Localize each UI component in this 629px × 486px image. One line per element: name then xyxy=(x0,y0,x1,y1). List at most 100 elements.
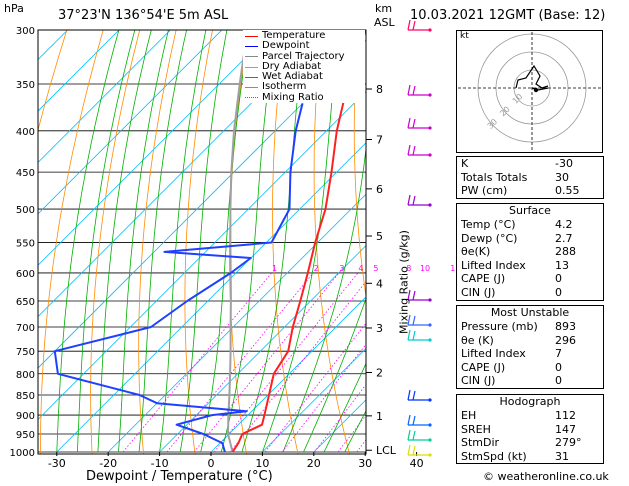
legend-label: Mixing Ratio xyxy=(262,91,324,103)
pressure-tick-label: 650 xyxy=(16,297,35,308)
wind-barb xyxy=(407,84,432,97)
wet-adiabat-line xyxy=(323,362,366,453)
mixing-ratio-tick-label: 15 xyxy=(450,264,460,273)
legend-item: Dry Adiabat xyxy=(243,61,365,72)
x-tick-label: -30 xyxy=(48,457,66,470)
isotherm-line xyxy=(56,142,366,453)
pressure-tick-label: 600 xyxy=(16,269,35,280)
x-tick-label: 0 xyxy=(208,457,215,470)
row-value: 0 xyxy=(555,374,562,388)
x-tick-label: 40 xyxy=(410,457,424,470)
km-tick-label: 1 xyxy=(376,410,383,423)
dry-adiabat-line xyxy=(90,30,141,454)
table-row: PW (cm) 0.55 xyxy=(457,184,603,198)
legend-swatch xyxy=(245,87,258,89)
row-label: EH xyxy=(461,409,477,422)
km-tick-label: 4 xyxy=(376,277,383,290)
legend-item: Mixing Ratio xyxy=(243,91,365,103)
isotherm-line xyxy=(38,30,69,61)
legend-swatch xyxy=(245,76,258,78)
table-row: Dewp (°C) 2.7 xyxy=(457,232,603,246)
legend-item: Isotherm xyxy=(243,82,365,92)
table-row: Totals Totals 30 xyxy=(457,171,603,185)
table-title: Hodograph xyxy=(499,395,561,408)
pressure-tick-label: 850 xyxy=(16,391,35,402)
row-label: Totals Totals xyxy=(461,170,528,184)
isotherm-line xyxy=(107,193,366,453)
wet-adiabat-line xyxy=(282,146,366,453)
legend-item: Parcel Trajectory xyxy=(243,51,365,62)
mixing-ratio-line xyxy=(166,272,314,453)
mixing-ratio-line xyxy=(281,343,366,453)
legend-label: Dewpoint xyxy=(262,40,310,52)
mixing-ratio-line xyxy=(314,383,366,453)
legend-swatch xyxy=(245,66,258,68)
mixing-ratio-tick-label: 1 xyxy=(272,264,277,273)
legend-label: Temperature xyxy=(262,30,326,41)
table-row: Pressure (mb) 893 xyxy=(457,320,603,334)
wind-barb xyxy=(407,289,432,302)
wet-adiabat-line xyxy=(303,297,366,453)
row-value: 0.55 xyxy=(555,184,580,198)
storm-motion-marker xyxy=(533,87,539,93)
table-title: Most Unstable xyxy=(490,306,570,319)
pressure-tick-label: 350 xyxy=(16,80,35,91)
x-tick-label: 30 xyxy=(358,457,372,470)
parcel-trajectory-line xyxy=(227,30,249,453)
surface-table: Surface Temp (°C) 4.2 Dewp (°C) 2.7 θe(K) 288 L… xyxy=(456,203,604,301)
pressure-tick-label: 950 xyxy=(16,430,35,441)
x-axis-label: Dewpoint / Temperature (°C) xyxy=(86,469,273,484)
row-label: Temp (°C) xyxy=(461,218,516,231)
row-value: 279° xyxy=(555,436,582,450)
table-row: StmSpd (kt) 31 xyxy=(457,450,603,464)
row-value: 0 xyxy=(555,360,562,374)
row-label: StmSpd (kt) xyxy=(461,449,527,463)
dry-adiabat-line xyxy=(138,30,177,454)
pressure-tick-label: 300 xyxy=(16,26,35,37)
pressure-tick-label: 750 xyxy=(16,347,35,358)
pressure-unit: hPa xyxy=(4,2,24,15)
table-row: StmDir 279° xyxy=(457,436,603,450)
wind-barb xyxy=(407,144,432,157)
x-tick-label: 20 xyxy=(307,457,321,470)
legend-item: Dewpoint xyxy=(243,40,365,52)
wind-barb xyxy=(407,414,432,427)
row-value: 7 xyxy=(555,347,562,361)
mixing-ratio-line xyxy=(213,272,359,453)
table-row: CAPE (J) 0 xyxy=(457,272,603,286)
dewpoint-line xyxy=(53,103,304,453)
table-row: SREH 147 xyxy=(457,423,603,437)
dry-adiabat-line xyxy=(184,30,213,454)
wet-adiabat-line xyxy=(262,30,340,453)
km-tick-label: 6 xyxy=(376,183,383,196)
row-label: K xyxy=(461,157,469,170)
legend: Temperature Dewpoint Parcel Trajectory Dry … xyxy=(243,30,365,104)
x-tick-label: -10 xyxy=(151,457,169,470)
wind-barb xyxy=(407,314,432,327)
row-label: θe(K) xyxy=(461,245,491,259)
wet-adiabat-line xyxy=(241,30,306,453)
table-row: θe(K) 288 xyxy=(457,245,603,259)
row-label: Lifted Index xyxy=(461,258,526,272)
wind-barb xyxy=(407,444,432,457)
x-tick-label: -20 xyxy=(99,457,117,470)
table-row: CIN (J) 0 xyxy=(457,286,603,300)
hodograph-table: Hodograph EH 112 SREH 147 StmDir 279° StmSpd (k… xyxy=(456,394,604,465)
legend-label: Wet Adiabat xyxy=(262,71,323,83)
pressure-tick-label: 800 xyxy=(16,370,35,381)
indices-table: K -30 Totals Totals 30 PW (cm) 0.55 xyxy=(456,156,604,199)
legend-swatch xyxy=(245,35,258,37)
isotherm-line xyxy=(159,245,366,453)
isotherm-line xyxy=(210,296,366,453)
wind-barb xyxy=(407,329,432,342)
row-value: 288 xyxy=(555,245,576,259)
temperature-line xyxy=(231,30,366,453)
table-row: CAPE (J) 0 xyxy=(457,361,603,375)
pressure-tick-label: 1000 xyxy=(10,448,35,459)
table-row: Lifted Index 7 xyxy=(457,347,603,361)
wind-barb xyxy=(407,389,432,402)
wet-adiabat-line xyxy=(118,30,169,453)
hodograph-trace xyxy=(515,64,549,89)
km-sub: ASL xyxy=(374,16,395,29)
